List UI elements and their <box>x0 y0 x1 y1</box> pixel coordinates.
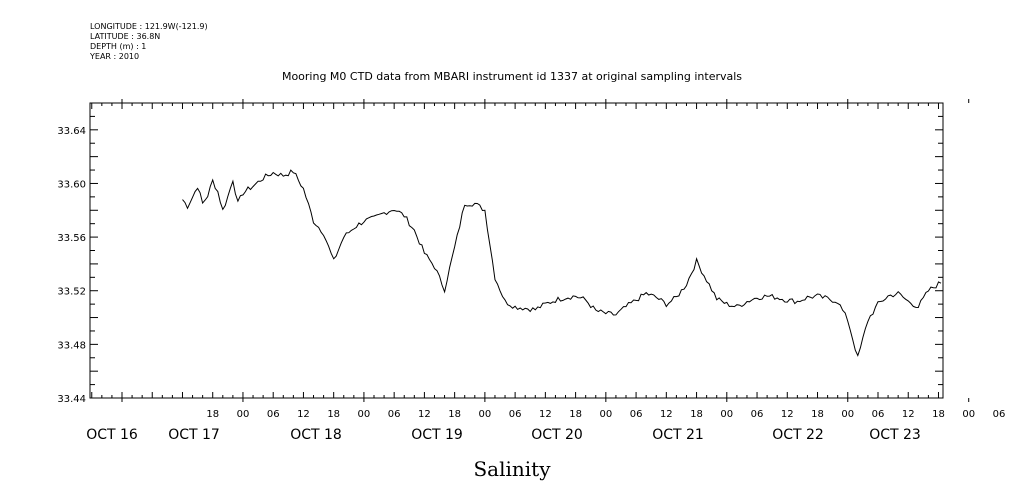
x-date-label: OCT 23 <box>869 427 921 443</box>
x-date-label: OCT 21 <box>652 427 704 443</box>
y-tick-label: 33.44 <box>57 394 86 405</box>
y-tick-label: 33.56 <box>57 233 86 244</box>
x-hour-label: 12 <box>418 409 431 420</box>
metadata-block: LONGITUDE : 121.9W(-121.9) LATITUDE : 36… <box>90 22 208 62</box>
x-hour-label: 06 <box>993 409 1006 420</box>
x-hour-label: 00 <box>841 409 854 420</box>
y-tick-label: 33.48 <box>57 340 86 351</box>
x-hour-label: 18 <box>327 409 340 420</box>
x-hour-label: 00 <box>479 409 492 420</box>
x-hour-label: 12 <box>539 409 552 420</box>
x-date-label: OCT 19 <box>411 427 463 443</box>
chart-title: Mooring M0 CTD data from MBARI instrumen… <box>282 70 742 83</box>
x-date-label: OCT 20 <box>531 427 583 443</box>
x-date-label: OCT 18 <box>290 427 342 443</box>
x-hour-label: 12 <box>297 409 310 420</box>
x-hour-label: 18 <box>690 409 703 420</box>
plot-frame <box>89 102 944 399</box>
x-hour-label: 00 <box>358 409 371 420</box>
x-axis-title: Salinity <box>473 457 551 481</box>
x-hour-label: 12 <box>902 409 915 420</box>
x-hour-label: 00 <box>962 409 975 420</box>
x-hour-label: 00 <box>237 409 250 420</box>
y-tick-label: 33.52 <box>57 287 86 298</box>
x-hour-label: 06 <box>751 409 764 420</box>
x-hour-label: 00 <box>599 409 612 420</box>
y-tick-label: 33.60 <box>57 179 86 190</box>
x-hour-label: 12 <box>781 409 794 420</box>
tick-layer <box>90 99 970 402</box>
x-date-label: OCT 22 <box>772 427 824 443</box>
depth-text: DEPTH (m) : 1 <box>90 42 147 51</box>
label-layer: 33.64 33.60 33.56 33.52 33.48 33.44 18 00 06 12 18… <box>57 126 1006 443</box>
longitude-text: LONGITUDE : 121.9W(-121.9) <box>90 22 208 31</box>
x-hour-label: 06 <box>388 409 401 420</box>
x-hour-label: 18 <box>811 409 824 420</box>
salinity-series-line <box>182 169 942 357</box>
x-hour-label: 18 <box>448 409 461 420</box>
x-hour-label: 00 <box>720 409 733 420</box>
series-layer <box>182 169 942 357</box>
x-hour-label: 18 <box>569 409 582 420</box>
year-text: YEAR : 2010 <box>90 52 140 61</box>
y-tick-label: 33.64 <box>57 126 86 137</box>
x-hour-label: 06 <box>509 409 522 420</box>
x-hour-label: 12 <box>660 409 673 420</box>
latitude-text: LATITUDE : 36.8N <box>90 32 161 41</box>
x-hour-label: 06 <box>630 409 643 420</box>
x-hour-label: 06 <box>267 409 280 420</box>
x-date-label: OCT 16 <box>86 427 138 443</box>
x-hour-label: 18 <box>932 409 945 420</box>
x-date-label: OCT 17 <box>168 427 220 443</box>
x-hour-label: 06 <box>872 409 885 420</box>
x-hour-label: 18 <box>206 409 219 420</box>
